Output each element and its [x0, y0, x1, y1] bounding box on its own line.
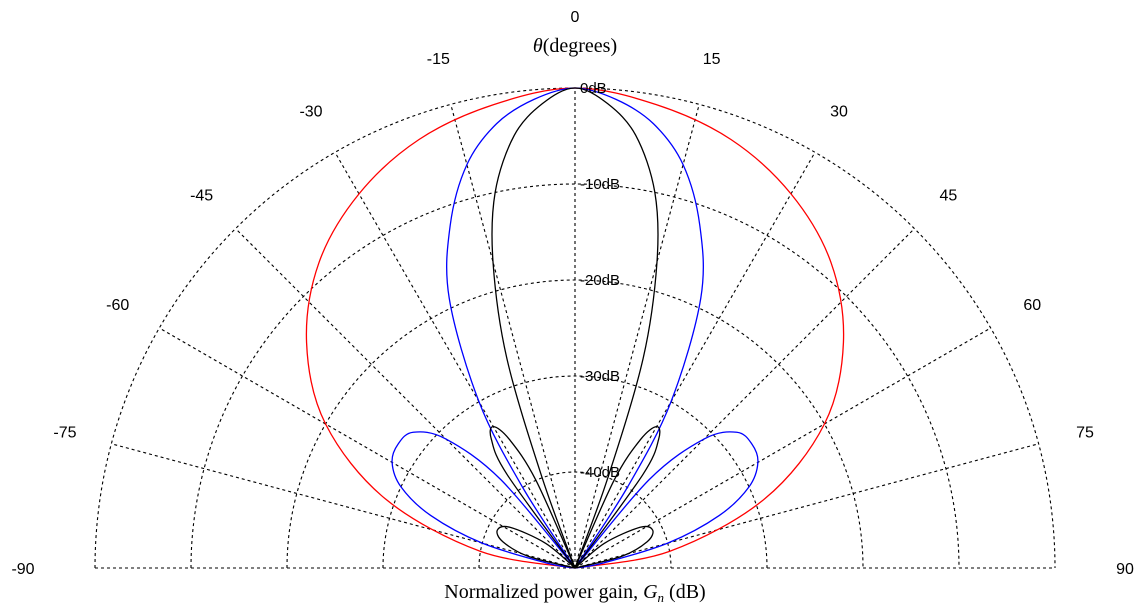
angle-tick-label: 60	[1023, 297, 1041, 314]
angle-tick-label: 90	[1116, 561, 1134, 578]
angle-spoke	[111, 443, 576, 569]
radial-tick-label: -20dB	[580, 272, 620, 289]
chart-labels: θ(degrees) Normalized power gain, Gn (dB…	[11, 9, 1134, 605]
angle-tick-label: 0	[571, 9, 580, 26]
angle-spoke	[574, 152, 816, 569]
angle-tick-label: -60	[106, 297, 129, 314]
radial-tick-label: 0dB	[580, 80, 607, 97]
angle-tick-label: -30	[299, 104, 322, 121]
angle-tick-label: 30	[830, 104, 848, 121]
side-lobe-curve	[574, 431, 759, 569]
angle-tick-label: 15	[703, 51, 721, 68]
radial-tick-label: -40dB	[580, 464, 620, 481]
angle-spoke	[450, 104, 576, 569]
angle-spoke	[574, 104, 700, 569]
db-ring	[382, 375, 768, 569]
angle-spoke	[574, 327, 991, 569]
title-unit-text: (degrees)	[543, 35, 617, 57]
angle-spoke	[574, 443, 1039, 569]
angle-tick-label: -90	[11, 561, 34, 578]
xlabel-subscript: n	[658, 590, 665, 605]
angle-spoke	[574, 228, 915, 569]
xlabel-symbol: G	[643, 581, 658, 603]
angle-tick-label: -75	[53, 424, 76, 441]
side-lobe-curve	[496, 525, 576, 569]
angle-tick-label: -15	[427, 51, 450, 68]
xlabel-suffix: (dB)	[664, 581, 706, 603]
angle-spoke	[235, 228, 576, 569]
angle-tick-label: 75	[1076, 424, 1094, 441]
radial-tick-label: -10dB	[580, 176, 620, 193]
side-lobe-curve	[489, 426, 576, 569]
angle-tick-label: -45	[190, 188, 213, 205]
xlabel-prefix: Normalized power gain,	[444, 581, 643, 603]
x-axis-label: Normalized power gain, Gn (dB)	[444, 581, 705, 605]
angle-tick-label: 45	[939, 188, 957, 205]
angle-spoke	[159, 327, 576, 569]
side-lobe-curve	[574, 426, 661, 569]
chart-title: θ(degrees)	[533, 35, 617, 57]
title-theta-symbol: θ	[533, 35, 543, 57]
angle-spoke	[334, 152, 576, 569]
polar-grid	[94, 87, 1056, 569]
main-lobe-curve	[491, 87, 659, 569]
pattern-series	[305, 87, 845, 569]
db-ring	[94, 87, 1056, 569]
db-ring	[478, 471, 672, 569]
radial-tick-label: -30dB	[580, 368, 620, 385]
side-lobe-curve	[391, 431, 576, 569]
side-lobe-curve	[574, 525, 654, 569]
